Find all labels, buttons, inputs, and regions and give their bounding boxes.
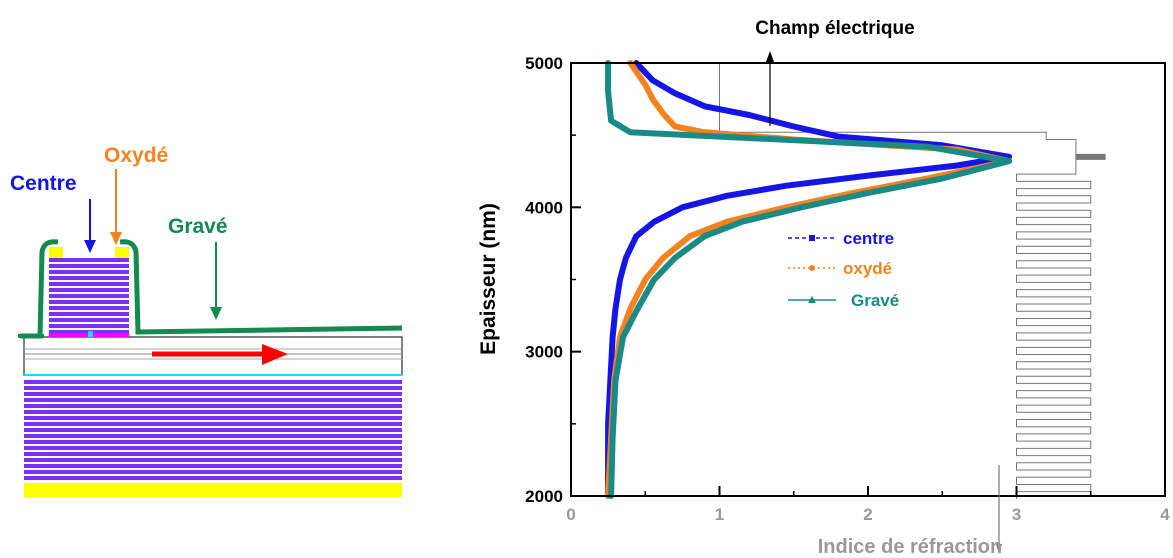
dbr-layer	[24, 464, 402, 468]
dbr-layer	[24, 470, 402, 474]
legend-marker-triangle	[808, 296, 816, 303]
propagation-arrow	[152, 344, 288, 365]
label-grave: Gravé	[168, 215, 228, 238]
x-axis-label: Indice de réfraction	[818, 536, 1003, 558]
field-curves	[605, 60, 1013, 499]
label-centre: Centre	[10, 172, 77, 195]
dbr-layer	[24, 380, 402, 384]
dbr-layer	[24, 386, 402, 390]
legend-label: centre	[843, 229, 894, 248]
dbr-layer	[49, 258, 129, 262]
y-tick-label: 2000	[525, 487, 563, 506]
y-axis-label: Epaisseur (nm)	[477, 203, 500, 355]
y-tick-label: 5000	[525, 54, 563, 73]
substrate-metal	[24, 483, 402, 497]
top-dbr-mirror	[49, 258, 129, 334]
passivation-layer	[20, 239, 403, 339]
y-tick-label: 3000	[525, 343, 563, 362]
dbr-layer	[49, 264, 129, 268]
legend-label: Gravé	[851, 291, 899, 310]
plot-frame	[570, 62, 1166, 497]
dbr-layer	[24, 404, 402, 408]
x-tick-label: 4	[1160, 505, 1170, 524]
dbr-layer	[24, 422, 402, 426]
dbr-layer	[24, 428, 402, 432]
dbr-layer	[49, 294, 129, 298]
dbr-layer	[49, 318, 129, 322]
dbr-layer	[49, 282, 129, 286]
dbr-layer	[49, 300, 129, 304]
x-ticks: 0 1 2 3 4	[566, 486, 1170, 524]
top-contact-left	[49, 333, 89, 337]
x-tick-label: 1	[715, 505, 724, 524]
dbr-layer	[24, 392, 402, 396]
arrowhead-centre	[84, 240, 96, 253]
series-line-grave	[605, 60, 1013, 499]
annotation-title: Champ électrique	[755, 18, 914, 39]
laser-schematic: Centre Oxydé Gravé	[10, 144, 403, 497]
field-arrowhead	[766, 51, 774, 62]
aperture-mark	[88, 331, 93, 337]
metal-pad-right	[115, 247, 129, 258]
dbr-layer	[49, 276, 129, 280]
dbr-layer	[24, 416, 402, 420]
series-line-oxyde	[605, 60, 1013, 499]
dbr-layer	[24, 476, 402, 480]
x-tick-label: 3	[1012, 505, 1021, 524]
dbr-layer	[24, 446, 402, 450]
legend-marker-circle	[809, 265, 815, 271]
dbr-layer	[49, 270, 129, 274]
dbr-layer	[49, 324, 129, 328]
arrowhead-oxyde	[110, 232, 122, 245]
dbr-layer	[49, 306, 129, 310]
dbr-layer	[24, 452, 402, 456]
x-tick-label: 0	[566, 505, 575, 524]
legend: centre oxydé Gravé	[788, 229, 899, 310]
x-tick-label: 2	[863, 505, 872, 524]
dbr-layer	[49, 312, 129, 316]
series-line-centre	[605, 60, 1013, 499]
dbr-layer	[24, 398, 402, 402]
metal-pad-left	[49, 247, 63, 258]
dbr-layer	[24, 410, 402, 414]
top-contact-right	[93, 333, 129, 337]
legend-label: oxydé	[843, 259, 892, 278]
label-oxyde: Oxydé	[104, 144, 168, 167]
dbr-layer	[24, 458, 402, 462]
dbr-layer	[49, 288, 129, 292]
index-profile	[719, 63, 1106, 499]
index-profile-line	[719, 63, 1092, 499]
dbr-layer	[24, 440, 402, 444]
dbr-layer	[24, 434, 402, 438]
bottom-dbr-mirror	[24, 380, 402, 480]
arrowhead-grave	[210, 307, 222, 320]
legend-marker-square	[809, 235, 815, 241]
index-arrowhead	[996, 544, 1002, 554]
y-tick-label: 4000	[525, 198, 563, 217]
y-ticks: 2000 3000 4000 5000	[525, 54, 581, 506]
